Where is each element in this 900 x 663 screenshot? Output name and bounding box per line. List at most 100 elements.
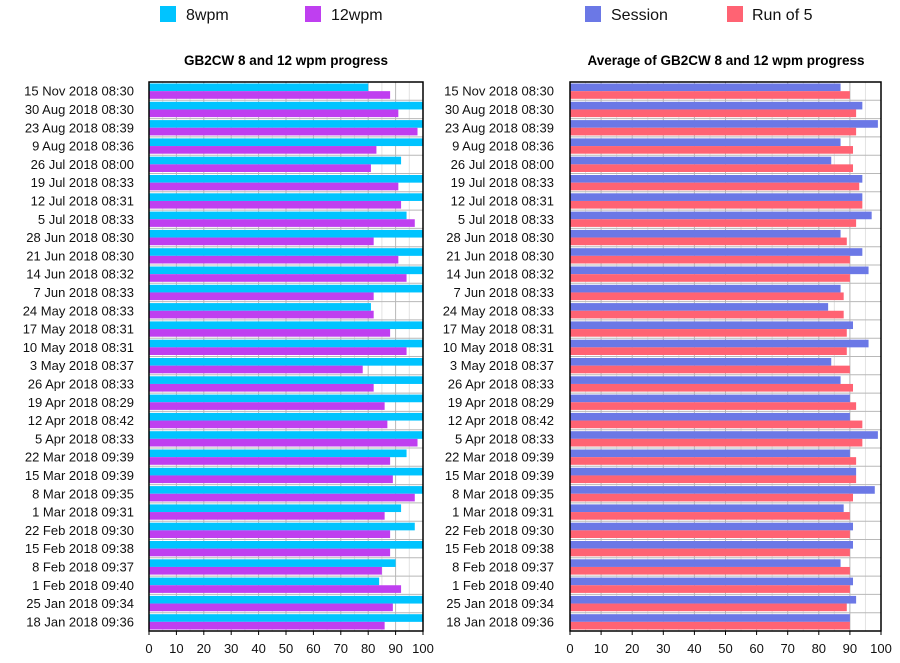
bar-session bbox=[570, 394, 850, 403]
bar-8wpm bbox=[149, 595, 423, 604]
bar-8wpm bbox=[149, 175, 423, 183]
bar-session bbox=[570, 284, 841, 293]
bar-run-of-5 bbox=[570, 274, 850, 282]
category-label: 1 Feb 2018 09:40 bbox=[452, 578, 554, 593]
bar-12wpm bbox=[149, 109, 399, 118]
bar-12wpm bbox=[149, 530, 391, 538]
category-label: 1 Mar 2018 09:31 bbox=[32, 505, 134, 520]
bar-12wpm bbox=[149, 127, 418, 136]
category-label: 15 Nov 2018 08:30 bbox=[24, 84, 134, 99]
bar-8wpm bbox=[149, 412, 423, 421]
bar-12wpm bbox=[149, 512, 385, 520]
category-label: 12 Apr 2018 08:42 bbox=[28, 413, 134, 428]
bar-8wpm bbox=[149, 101, 423, 110]
category-label: 23 Aug 2018 08:39 bbox=[25, 120, 134, 135]
bar-session bbox=[570, 486, 875, 494]
category-label: 8 Feb 2018 09:37 bbox=[32, 559, 134, 574]
category-label: 24 May 2018 08:33 bbox=[443, 303, 554, 318]
x-tick-label: 100 bbox=[870, 641, 892, 656]
bar-session bbox=[570, 321, 854, 330]
category-label: 5 Apr 2018 08:33 bbox=[455, 431, 554, 446]
bar-8wpm bbox=[149, 577, 380, 586]
bar-12wpm bbox=[149, 438, 418, 447]
bar-run-of-5 bbox=[570, 438, 863, 447]
left-chart: 8wpm 12wpm GB2CW 8 and 12 wpm progress 1… bbox=[23, 6, 434, 656]
bar-run-of-5 bbox=[570, 457, 857, 465]
category-label: 21 Jun 2018 08:30 bbox=[446, 248, 554, 263]
bar-session bbox=[570, 431, 878, 439]
bar-session bbox=[570, 83, 841, 92]
bar-session bbox=[570, 138, 841, 147]
category-label: 1 Feb 2018 09:40 bbox=[32, 578, 134, 593]
x-tick-label: 80 bbox=[812, 641, 826, 656]
bar-session bbox=[570, 522, 854, 531]
bar-session bbox=[570, 595, 857, 604]
category-label: 9 Aug 2018 08:36 bbox=[452, 139, 554, 154]
bar-session bbox=[570, 449, 850, 458]
bar-12wpm bbox=[149, 420, 388, 429]
bar-12wpm bbox=[149, 548, 391, 557]
plot-frame bbox=[569, 81, 882, 632]
category-label: 19 Apr 2018 08:29 bbox=[448, 395, 554, 410]
bar-session bbox=[570, 504, 844, 513]
x-tick-label: 50 bbox=[279, 641, 293, 656]
bar-12wpm bbox=[149, 164, 371, 172]
x-tick-label: 60 bbox=[306, 641, 320, 656]
bar-8wpm bbox=[149, 431, 423, 439]
bar-session bbox=[570, 248, 863, 256]
bar-8wpm bbox=[149, 83, 369, 92]
bar-12wpm bbox=[149, 182, 399, 191]
bar-run-of-5 bbox=[570, 603, 847, 612]
bar-run-of-5 bbox=[570, 493, 854, 502]
category-label: 7 Jun 2018 08:33 bbox=[454, 285, 554, 300]
bar-12wpm bbox=[149, 603, 393, 612]
category-label: 19 Jul 2018 08:33 bbox=[451, 175, 554, 190]
bar-8wpm bbox=[149, 120, 423, 128]
category-label: 10 May 2018 08:31 bbox=[23, 340, 134, 355]
bar-12wpm bbox=[149, 493, 415, 502]
x-tick-label: 80 bbox=[361, 641, 375, 656]
bar-8wpm bbox=[149, 211, 407, 220]
category-label: 26 Jul 2018 08:00 bbox=[31, 157, 134, 172]
legend-swatch-run-of-5 bbox=[727, 6, 743, 22]
bar-8wpm bbox=[149, 614, 423, 622]
legend: Session Run of 5 bbox=[585, 6, 813, 24]
category-label: 18 Jan 2018 09:36 bbox=[446, 614, 554, 629]
bar-8wpm bbox=[149, 266, 423, 275]
legend-label-run-of-5: Run of 5 bbox=[752, 7, 813, 24]
bar-12wpm bbox=[149, 146, 377, 154]
legend-label-12wpm: 12wpm bbox=[331, 7, 383, 24]
x-tick-label: 60 bbox=[749, 641, 763, 656]
bar-run-of-5 bbox=[570, 383, 854, 392]
x-tick-label: 40 bbox=[251, 641, 265, 656]
chart-title: Average of GB2CW 8 and 12 wpm progress bbox=[587, 53, 864, 68]
category-label: 22 Mar 2018 09:39 bbox=[25, 450, 134, 465]
legend-label-session: Session bbox=[611, 7, 668, 24]
bar-session bbox=[570, 541, 854, 549]
category-label: 15 Nov 2018 08:30 bbox=[444, 84, 554, 99]
category-label: 30 Aug 2018 08:30 bbox=[25, 102, 134, 117]
bar-run-of-5 bbox=[570, 329, 847, 337]
category-label: 21 Jun 2018 08:30 bbox=[26, 248, 134, 263]
bar-run-of-5 bbox=[570, 91, 850, 99]
bar-8wpm bbox=[149, 522, 415, 531]
x-tick-label: 70 bbox=[780, 641, 794, 656]
category-label: 28 Jun 2018 08:30 bbox=[26, 230, 134, 245]
bar-run-of-5 bbox=[570, 621, 850, 630]
category-label: 23 Aug 2018 08:39 bbox=[445, 120, 554, 135]
category-label: 19 Apr 2018 08:29 bbox=[28, 395, 134, 410]
bar-12wpm bbox=[149, 585, 402, 593]
category-label: 3 May 2018 08:37 bbox=[450, 358, 554, 373]
category-label: 8 Mar 2018 09:35 bbox=[32, 486, 134, 501]
bar-12wpm bbox=[149, 237, 374, 246]
x-tick-label: 10 bbox=[169, 641, 183, 656]
category-label: 10 May 2018 08:31 bbox=[443, 340, 554, 355]
bar-12wpm bbox=[149, 566, 382, 575]
x-tick-label: 90 bbox=[843, 641, 857, 656]
category-label: 7 Jun 2018 08:33 bbox=[34, 285, 134, 300]
plot-frame bbox=[148, 81, 424, 632]
bar-run-of-5 bbox=[570, 365, 850, 374]
category-label: 5 Jul 2018 08:33 bbox=[38, 212, 134, 227]
bar-8wpm bbox=[149, 376, 423, 384]
